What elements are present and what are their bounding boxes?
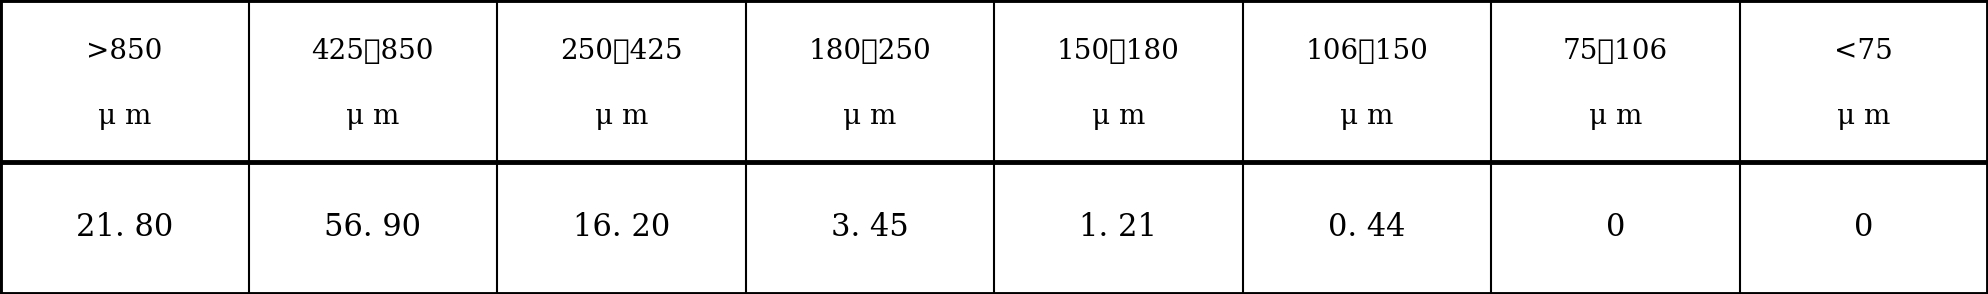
Text: 180～250: 180～250 [809,38,930,65]
Text: 16. 20: 16. 20 [573,212,670,243]
Text: 75～106: 75～106 [1563,38,1668,65]
Text: μ m: μ m [594,103,648,130]
Text: μ m: μ m [346,103,400,130]
Text: μ m: μ m [1340,103,1394,130]
Text: 56. 90: 56. 90 [324,212,421,243]
Text: 0: 0 [1606,212,1624,243]
Text: 425～850: 425～850 [312,38,433,65]
Text: 250～425: 250～425 [561,38,682,65]
Text: 21. 80: 21. 80 [76,212,173,243]
Text: μ m: μ m [1588,103,1642,130]
Text: 0. 44: 0. 44 [1328,212,1406,243]
Text: <75: <75 [1835,38,1893,65]
Text: μ m: μ m [843,103,897,130]
Text: 1. 21: 1. 21 [1079,212,1157,243]
Text: 3. 45: 3. 45 [831,212,909,243]
Text: >850: >850 [85,38,163,65]
Text: μ m: μ m [1837,103,1891,130]
Text: μ m: μ m [97,103,151,130]
Text: μ m: μ m [1091,103,1145,130]
Text: 150～180: 150～180 [1058,38,1179,65]
Text: 0: 0 [1855,212,1873,243]
Text: 106～150: 106～150 [1306,38,1427,65]
